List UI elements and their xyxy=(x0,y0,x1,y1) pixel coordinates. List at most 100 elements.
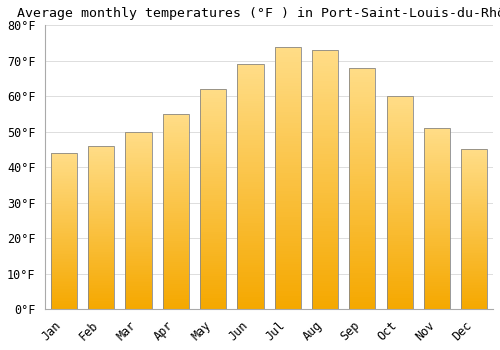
Bar xyxy=(88,278,114,280)
Bar xyxy=(312,135,338,138)
Bar xyxy=(312,268,338,270)
Bar xyxy=(88,280,114,281)
Bar xyxy=(162,235,189,237)
Bar xyxy=(238,155,264,157)
Bar xyxy=(462,260,487,261)
Bar xyxy=(238,138,264,140)
Bar xyxy=(238,86,264,89)
Bar xyxy=(88,275,114,276)
Bar xyxy=(126,213,152,215)
Bar xyxy=(462,261,487,263)
Bar xyxy=(51,278,77,279)
Bar xyxy=(350,133,376,135)
Bar xyxy=(238,307,264,309)
Bar xyxy=(312,291,338,294)
Bar xyxy=(162,186,189,188)
Bar xyxy=(162,188,189,190)
Bar xyxy=(312,102,338,105)
Bar xyxy=(462,178,487,180)
Bar xyxy=(424,298,450,300)
Bar xyxy=(424,188,450,190)
Bar xyxy=(88,285,114,286)
Bar xyxy=(350,155,376,157)
Bar xyxy=(51,256,77,258)
Bar xyxy=(162,258,189,260)
Bar xyxy=(462,218,487,220)
Bar xyxy=(88,263,114,265)
Bar xyxy=(126,158,152,160)
Bar xyxy=(462,213,487,215)
Bar xyxy=(350,90,376,92)
Bar xyxy=(238,64,264,67)
Bar xyxy=(386,286,413,288)
Bar xyxy=(200,296,226,298)
Bar xyxy=(126,224,152,226)
Bar xyxy=(312,185,338,187)
Bar xyxy=(274,186,301,188)
Bar xyxy=(424,172,450,173)
Bar xyxy=(51,301,77,303)
Bar xyxy=(462,287,487,288)
Bar xyxy=(88,154,114,156)
Bar xyxy=(312,203,338,205)
Bar xyxy=(462,209,487,210)
Bar xyxy=(274,236,301,238)
Bar xyxy=(238,228,264,231)
Bar xyxy=(350,121,376,123)
Bar xyxy=(424,260,450,262)
Bar xyxy=(238,152,264,155)
Bar xyxy=(424,240,450,242)
Bar xyxy=(51,264,77,265)
Bar xyxy=(462,170,487,172)
Bar xyxy=(238,270,264,272)
Bar xyxy=(312,226,338,229)
Bar xyxy=(238,282,264,285)
Bar xyxy=(350,70,376,73)
Bar xyxy=(274,199,301,201)
Bar xyxy=(88,272,114,273)
Bar xyxy=(350,282,376,285)
Bar xyxy=(51,225,77,226)
Bar xyxy=(162,293,189,295)
Bar xyxy=(424,210,450,211)
Bar xyxy=(200,265,226,267)
Bar xyxy=(274,83,301,86)
Bar xyxy=(350,75,376,77)
Bar xyxy=(200,89,226,309)
Bar xyxy=(350,210,376,212)
Bar xyxy=(462,301,487,303)
Bar xyxy=(238,147,264,150)
Bar xyxy=(126,210,152,211)
Bar xyxy=(238,199,264,201)
Bar xyxy=(88,298,114,299)
Bar xyxy=(386,120,413,122)
Bar xyxy=(274,201,301,204)
Bar xyxy=(238,289,264,292)
Bar xyxy=(88,252,114,253)
Bar xyxy=(238,299,264,302)
Bar xyxy=(238,204,264,206)
Bar xyxy=(274,128,301,131)
Bar xyxy=(88,267,114,268)
Bar xyxy=(88,288,114,289)
Bar xyxy=(200,298,226,300)
Bar xyxy=(274,228,301,230)
Bar xyxy=(200,219,226,221)
Bar xyxy=(462,277,487,279)
Bar xyxy=(424,182,450,184)
Bar xyxy=(424,168,450,170)
Bar xyxy=(274,107,301,110)
Bar xyxy=(51,166,77,167)
Bar xyxy=(350,244,376,246)
Bar xyxy=(200,111,226,113)
Bar xyxy=(51,220,77,222)
Bar xyxy=(238,91,264,94)
Bar xyxy=(462,199,487,201)
Bar xyxy=(462,300,487,301)
Bar xyxy=(238,194,264,196)
Bar xyxy=(162,276,189,278)
Bar xyxy=(274,76,301,78)
Bar xyxy=(274,217,301,220)
Bar xyxy=(274,120,301,122)
Bar xyxy=(126,183,152,185)
